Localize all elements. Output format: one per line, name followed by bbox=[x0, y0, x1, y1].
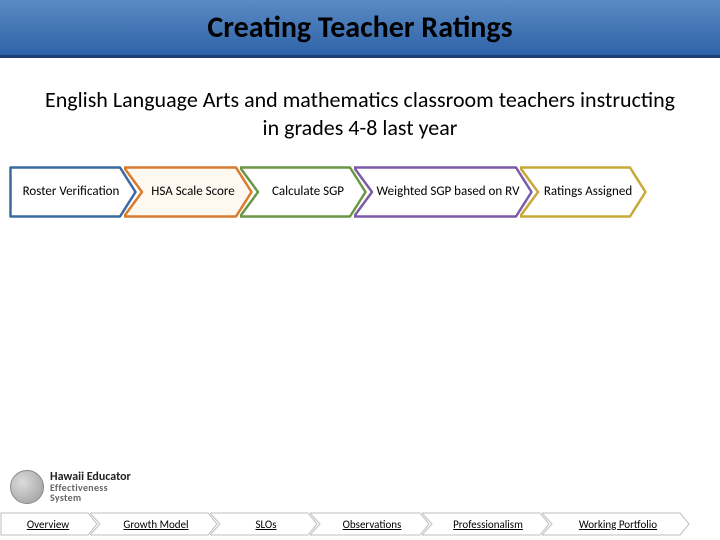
nav-label: Observations bbox=[329, 518, 412, 531]
nav-label: Overview bbox=[19, 518, 79, 531]
subtitle: English Language Arts and mathematics cl… bbox=[0, 58, 720, 159]
bottom-nav: Overview Growth Model SLOs Observations … bbox=[0, 512, 720, 536]
chevron-label: Ratings Assigned bbox=[522, 185, 646, 200]
logo-text: Hawaii Educator Effectiveness System bbox=[50, 471, 131, 503]
nav-label: SLOs bbox=[241, 518, 286, 531]
nav-label: Working Portfolio bbox=[565, 518, 667, 531]
logo-line3: System bbox=[50, 493, 131, 503]
chevron-hsa-scale-score: HSA Scale Score bbox=[124, 165, 254, 219]
nav-slos[interactable]: SLOs bbox=[210, 512, 318, 536]
nav-label: Professionalism bbox=[439, 518, 533, 531]
chevron-label: HSA Scale Score bbox=[129, 185, 248, 200]
chevron-label: Calculate SGP bbox=[250, 185, 358, 200]
state-seal-icon bbox=[10, 470, 44, 504]
page-title: Creating Teacher Ratings bbox=[207, 9, 512, 46]
nav-observations[interactable]: Observations bbox=[310, 512, 430, 536]
nav-growth-model[interactable]: Growth Model bbox=[90, 512, 218, 536]
chevron-calculate-sgp: Calculate SGP bbox=[240, 165, 368, 219]
nav-label: Growth Model bbox=[109, 518, 198, 531]
chevron-roster-verification: Roster Verification bbox=[8, 165, 138, 219]
process-chevron-row: Roster Verification HSA Scale Score Calc… bbox=[0, 159, 720, 219]
chevron-weighted-sgp: Weighted SGP based on RV bbox=[354, 165, 534, 219]
title-bar: Creating Teacher Ratings bbox=[0, 0, 720, 58]
chevron-ratings-assigned: Ratings Assigned bbox=[520, 165, 648, 219]
nav-working-portfolio[interactable]: Working Portfolio bbox=[542, 512, 690, 536]
nav-overview[interactable]: Overview bbox=[0, 512, 98, 536]
footer-logo: Hawaii Educator Effectiveness System bbox=[10, 470, 131, 504]
chevron-label: Weighted SGP based on RV bbox=[355, 185, 534, 200]
chevron-label: Roster Verification bbox=[13, 185, 134, 200]
nav-professionalism[interactable]: Professionalism bbox=[422, 512, 550, 536]
